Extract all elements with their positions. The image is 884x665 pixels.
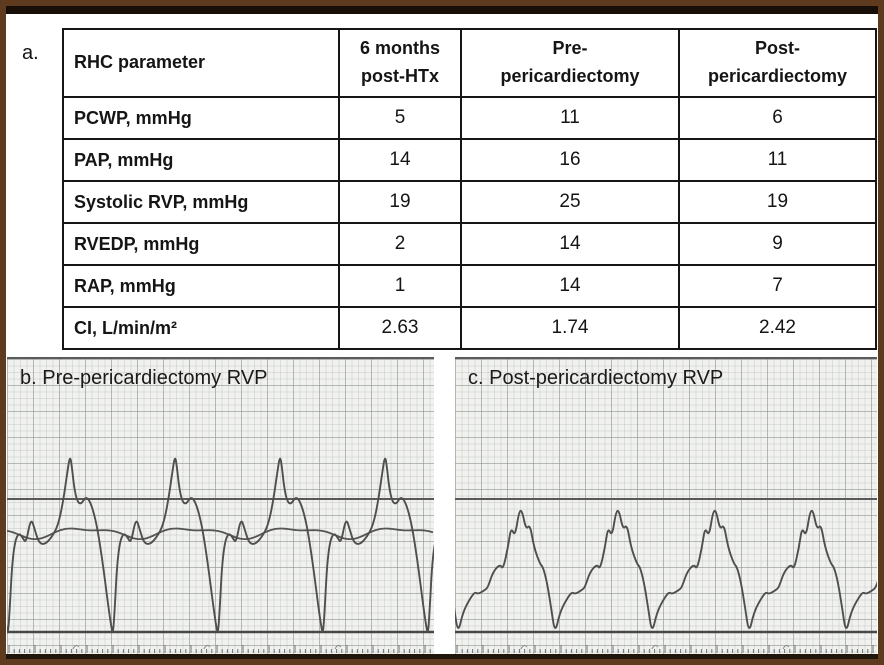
table-row: RAP, mmHg 1 14 7 xyxy=(62,264,877,308)
value-cell: 2 xyxy=(338,222,462,266)
table-row: CI, L/min/m² 2.63 1.74 2.42 xyxy=(62,306,877,350)
value-cell: 14 xyxy=(460,222,680,266)
value-cell: 5 xyxy=(338,96,462,140)
header-pre-pericardiectomy: Pre- pericardiectomy xyxy=(460,28,680,98)
table-row: Systolic RVP, mmHg 19 25 19 xyxy=(62,180,877,224)
panel-post-pericardiectomy-rvp: c. Post-pericardiectomy RVP xyxy=(455,357,877,654)
figure-a-label: a. xyxy=(22,42,39,64)
value-cell: 2.63 xyxy=(338,306,462,350)
table-row: PCWP, mmHg 5 11 6 xyxy=(62,96,877,140)
value-cell: 2.42 xyxy=(678,306,877,350)
panel-b-title: b. Pre-pericardiectomy RVP xyxy=(20,367,268,389)
bottom-accent-bar xyxy=(6,654,878,659)
value-cell: 1 xyxy=(338,264,462,308)
pre-rvp-tracing-svg xyxy=(7,457,434,653)
value-cell: 7 xyxy=(678,264,877,308)
value-cell: 11 xyxy=(460,96,680,140)
top-accent-bar xyxy=(6,6,878,14)
value-cell: 11 xyxy=(678,138,877,182)
panel-pre-pericardiectomy-rvp: b. Pre-pericardiectomy RVP xyxy=(7,357,434,654)
table-header: RHC parameter 6 months post-HTx Pre- per… xyxy=(62,28,877,98)
row-parameter-label: PAP, mmHg xyxy=(62,138,340,182)
post-rvp-tracing-svg xyxy=(455,498,877,653)
table-row: PAP, mmHg 14 16 11 xyxy=(62,138,877,182)
rhc-parameter-table: RHC parameter 6 months post-HTx Pre- per… xyxy=(62,28,877,350)
value-cell: 19 xyxy=(338,180,462,224)
header-post-pericardiectomy: Post- pericardiectomy xyxy=(678,28,877,98)
rhc-table-body: PCWP, mmHg 5 11 6 PAP, mmHg 14 16 11 Systolic RV… xyxy=(62,96,877,350)
value-cell: 19 xyxy=(678,180,877,224)
row-parameter-label: PCWP, mmHg xyxy=(62,96,340,140)
panel-c-title: c. Post-pericardiectomy RVP xyxy=(468,367,724,389)
value-cell: 16 xyxy=(460,138,680,182)
row-parameter-label: Systolic RVP, mmHg xyxy=(62,180,340,224)
row-parameter-label: CI, L/min/m² xyxy=(62,306,340,350)
value-cell: 9 xyxy=(678,222,877,266)
row-parameter-label: RAP, mmHg xyxy=(62,264,340,308)
table-row: RVEDP, mmHg 2 14 9 xyxy=(62,222,877,266)
header-rhc-parameter: RHC parameter xyxy=(62,28,340,98)
header-6-months-post-htx: 6 months post-HTx xyxy=(338,28,462,98)
value-cell: 1.74 xyxy=(460,306,680,350)
value-cell: 14 xyxy=(460,264,680,308)
value-cell: 14 xyxy=(338,138,462,182)
value-cell: 6 xyxy=(678,96,877,140)
row-parameter-label: RVEDP, mmHg xyxy=(62,222,340,266)
value-cell: 25 xyxy=(460,180,680,224)
